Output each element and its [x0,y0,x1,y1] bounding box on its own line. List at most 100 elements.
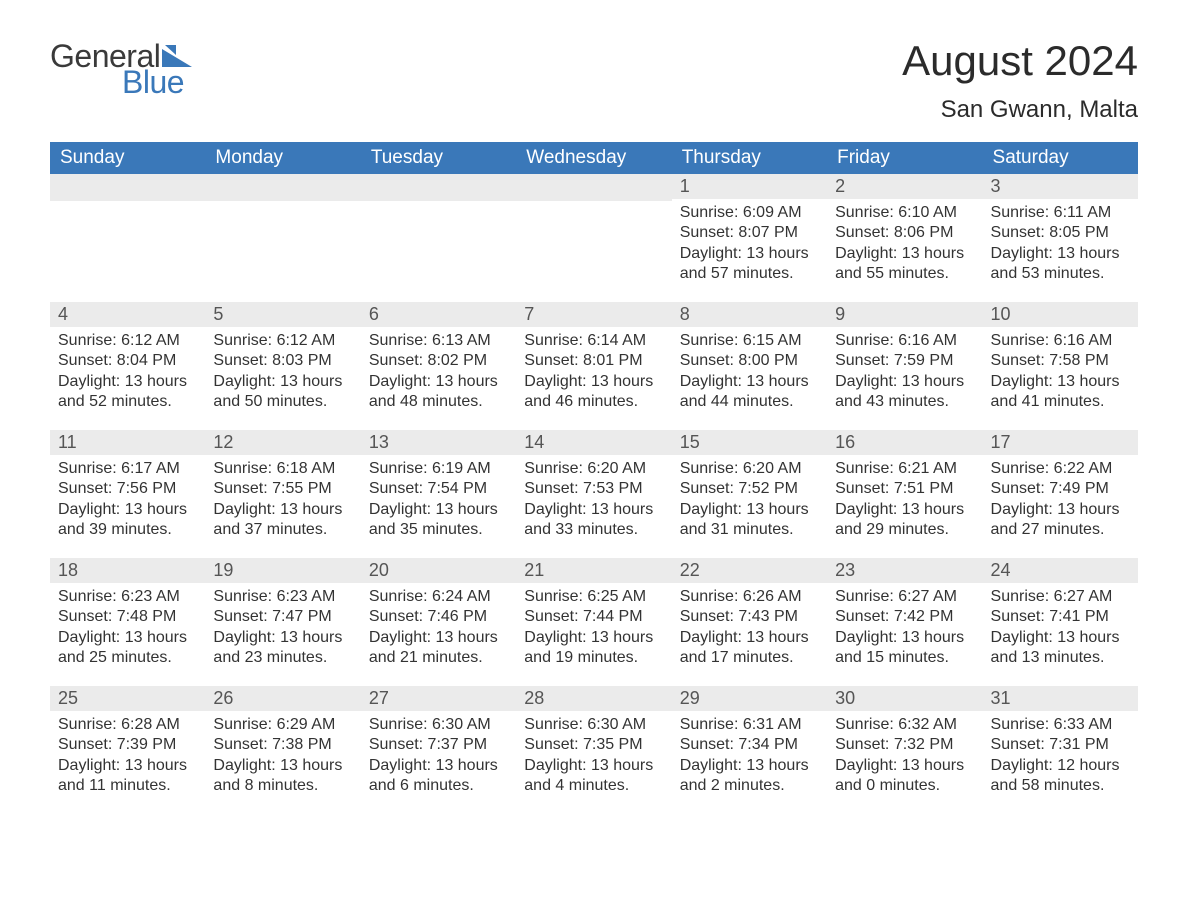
daylight-line: Daylight: 13 hours and 46 minutes. [524,372,663,413]
calendar-cell [205,174,360,302]
day-number: 13 [361,430,516,455]
daylight-line: Daylight: 13 hours and 35 minutes. [369,500,508,541]
day-number: 24 [983,558,1138,583]
sunrise-line: Sunrise: 6:15 AM [680,331,819,351]
calendar-cell: 22Sunrise: 6:26 AMSunset: 7:43 PMDayligh… [672,558,827,686]
sunrise-line: Sunrise: 6:27 AM [835,587,974,607]
day-header: Monday [205,142,360,174]
sunset-line: Sunset: 7:31 PM [991,735,1130,755]
calendar-cell: 5Sunrise: 6:12 AMSunset: 8:03 PMDaylight… [205,302,360,430]
sunrise-line: Sunrise: 6:33 AM [991,715,1130,735]
location-label: San Gwann, Malta [902,96,1138,124]
day-details: Sunrise: 6:30 AMSunset: 7:35 PMDaylight:… [516,711,671,805]
day-details: Sunrise: 6:29 AMSunset: 7:38 PMDaylight:… [205,711,360,805]
daylight-line: Daylight: 13 hours and 37 minutes. [213,500,352,541]
day-details: Sunrise: 6:11 AMSunset: 8:05 PMDaylight:… [983,199,1138,293]
calendar-cell: 26Sunrise: 6:29 AMSunset: 7:38 PMDayligh… [205,686,360,814]
day-header: Sunday [50,142,205,174]
day-number: 16 [827,430,982,455]
day-details: Sunrise: 6:13 AMSunset: 8:02 PMDaylight:… [361,327,516,421]
sunrise-line: Sunrise: 6:16 AM [835,331,974,351]
sunset-line: Sunset: 7:41 PM [991,607,1130,627]
day-details: Sunrise: 6:16 AMSunset: 7:58 PMDaylight:… [983,327,1138,421]
day-number: 20 [361,558,516,583]
day-details: Sunrise: 6:15 AMSunset: 8:00 PMDaylight:… [672,327,827,421]
day-number: 27 [361,686,516,711]
day-details: Sunrise: 6:12 AMSunset: 8:03 PMDaylight:… [205,327,360,421]
day-details: Sunrise: 6:17 AMSunset: 7:56 PMDaylight:… [50,455,205,549]
calendar-row: 11Sunrise: 6:17 AMSunset: 7:56 PMDayligh… [50,430,1138,558]
day-number: 31 [983,686,1138,711]
sunset-line: Sunset: 8:02 PM [369,351,508,371]
empty-daynum-bar [50,174,205,201]
daylight-line: Daylight: 13 hours and 8 minutes. [213,756,352,797]
calendar-cell: 18Sunrise: 6:23 AMSunset: 7:48 PMDayligh… [50,558,205,686]
daylight-line: Daylight: 13 hours and 31 minutes. [680,500,819,541]
day-number: 9 [827,302,982,327]
sunset-line: Sunset: 7:48 PM [58,607,197,627]
sunset-line: Sunset: 7:55 PM [213,479,352,499]
page-header: General Blue August 2024 San Gwann, Malt… [50,40,1138,124]
day-number: 5 [205,302,360,327]
calendar-cell: 1Sunrise: 6:09 AMSunset: 8:07 PMDaylight… [672,174,827,302]
month-title: August 2024 [902,40,1138,82]
day-header: Saturday [983,142,1138,174]
sunset-line: Sunset: 8:07 PM [680,223,819,243]
calendar-cell: 30Sunrise: 6:32 AMSunset: 7:32 PMDayligh… [827,686,982,814]
calendar-cell: 9Sunrise: 6:16 AMSunset: 7:59 PMDaylight… [827,302,982,430]
calendar-cell: 28Sunrise: 6:30 AMSunset: 7:35 PMDayligh… [516,686,671,814]
sunrise-line: Sunrise: 6:21 AM [835,459,974,479]
calendar-cell: 4Sunrise: 6:12 AMSunset: 8:04 PMDaylight… [50,302,205,430]
sunset-line: Sunset: 7:47 PM [213,607,352,627]
sunset-line: Sunset: 7:43 PM [680,607,819,627]
day-details: Sunrise: 6:16 AMSunset: 7:59 PMDaylight:… [827,327,982,421]
sunrise-line: Sunrise: 6:22 AM [991,459,1130,479]
calendar-table: SundayMondayTuesdayWednesdayThursdayFrid… [50,142,1138,814]
calendar-cell: 15Sunrise: 6:20 AMSunset: 7:52 PMDayligh… [672,430,827,558]
calendar-cell: 10Sunrise: 6:16 AMSunset: 7:58 PMDayligh… [983,302,1138,430]
sunset-line: Sunset: 7:37 PM [369,735,508,755]
day-details: Sunrise: 6:23 AMSunset: 7:47 PMDaylight:… [205,583,360,677]
sunrise-line: Sunrise: 6:20 AM [680,459,819,479]
daylight-line: Daylight: 13 hours and 25 minutes. [58,628,197,669]
day-number: 21 [516,558,671,583]
daylight-line: Daylight: 13 hours and 23 minutes. [213,628,352,669]
day-number: 28 [516,686,671,711]
day-details: Sunrise: 6:27 AMSunset: 7:41 PMDaylight:… [983,583,1138,677]
daylight-line: Daylight: 13 hours and 17 minutes. [680,628,819,669]
sunset-line: Sunset: 8:03 PM [213,351,352,371]
calendar-cell [516,174,671,302]
calendar-cell: 7Sunrise: 6:14 AMSunset: 8:01 PMDaylight… [516,302,671,430]
sunrise-line: Sunrise: 6:25 AM [524,587,663,607]
day-header: Wednesday [516,142,671,174]
calendar-cell: 23Sunrise: 6:27 AMSunset: 7:42 PMDayligh… [827,558,982,686]
sunrise-line: Sunrise: 6:27 AM [991,587,1130,607]
daylight-line: Daylight: 13 hours and 29 minutes. [835,500,974,541]
daylight-line: Daylight: 13 hours and 39 minutes. [58,500,197,541]
calendar-cell: 21Sunrise: 6:25 AMSunset: 7:44 PMDayligh… [516,558,671,686]
day-header-row: SundayMondayTuesdayWednesdayThursdayFrid… [50,142,1138,174]
sunset-line: Sunset: 7:38 PM [213,735,352,755]
sunrise-line: Sunrise: 6:28 AM [58,715,197,735]
day-number: 14 [516,430,671,455]
day-details: Sunrise: 6:33 AMSunset: 7:31 PMDaylight:… [983,711,1138,805]
daylight-line: Daylight: 12 hours and 58 minutes. [991,756,1130,797]
day-header: Tuesday [361,142,516,174]
day-details: Sunrise: 6:27 AMSunset: 7:42 PMDaylight:… [827,583,982,677]
daylight-line: Daylight: 13 hours and 55 minutes. [835,244,974,285]
calendar-cell: 29Sunrise: 6:31 AMSunset: 7:34 PMDayligh… [672,686,827,814]
day-header: Thursday [672,142,827,174]
day-details: Sunrise: 6:20 AMSunset: 7:53 PMDaylight:… [516,455,671,549]
calendar-cell: 16Sunrise: 6:21 AMSunset: 7:51 PMDayligh… [827,430,982,558]
sunset-line: Sunset: 7:56 PM [58,479,197,499]
calendar-cell: 31Sunrise: 6:33 AMSunset: 7:31 PMDayligh… [983,686,1138,814]
calendar-body: 1Sunrise: 6:09 AMSunset: 8:07 PMDaylight… [50,174,1138,814]
calendar-cell: 27Sunrise: 6:30 AMSunset: 7:37 PMDayligh… [361,686,516,814]
sunrise-line: Sunrise: 6:30 AM [524,715,663,735]
sunrise-line: Sunrise: 6:29 AM [213,715,352,735]
daylight-line: Daylight: 13 hours and 57 minutes. [680,244,819,285]
sunset-line: Sunset: 8:05 PM [991,223,1130,243]
sunrise-line: Sunrise: 6:14 AM [524,331,663,351]
day-number: 7 [516,302,671,327]
daylight-line: Daylight: 13 hours and 33 minutes. [524,500,663,541]
